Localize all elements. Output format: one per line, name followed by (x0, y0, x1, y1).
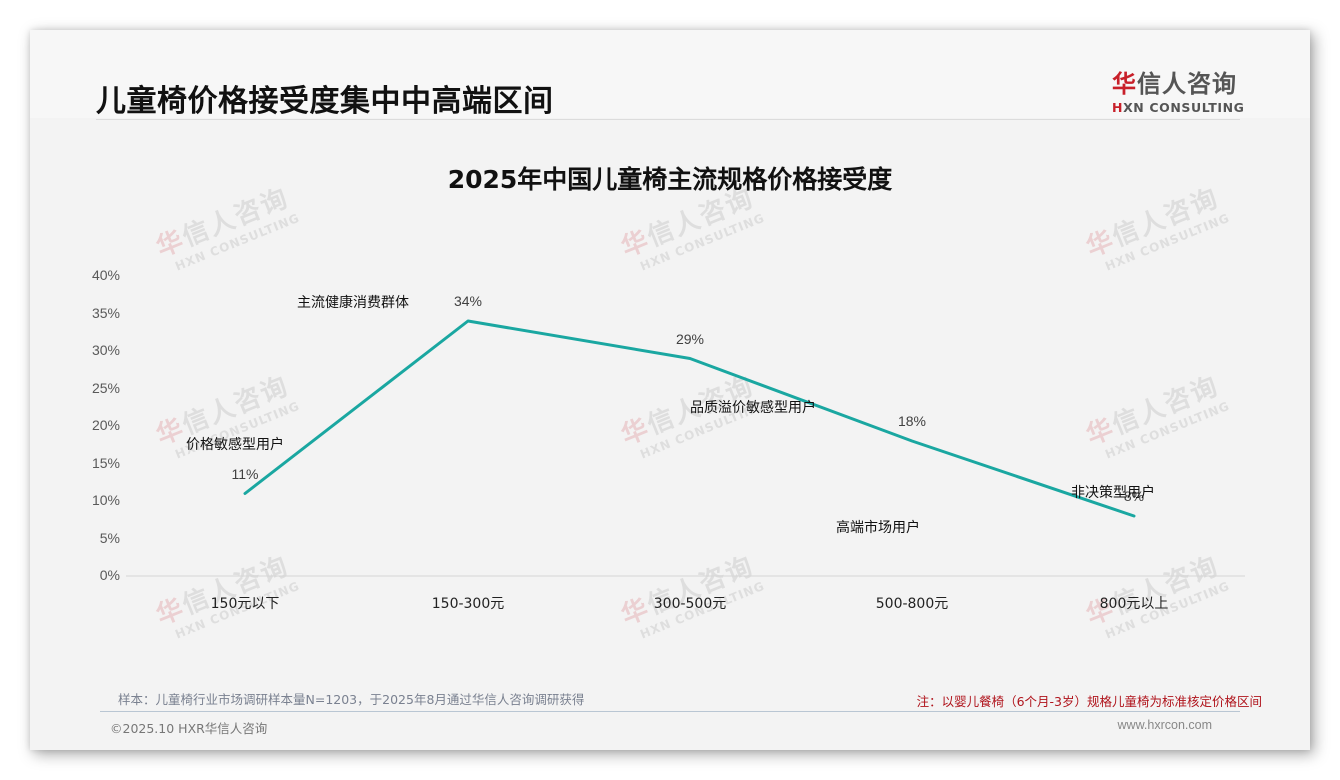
annotation-high-end: 高端市场用户 (836, 520, 920, 536)
x-tick-label: 500-800元 (875, 596, 949, 612)
logo-cn: 华信人咨询 (1112, 64, 1252, 99)
y-tick-label: 35% (91, 304, 120, 321)
data-label: 8% (1123, 488, 1145, 504)
line-plot (126, 319, 1245, 577)
methodology-note: 注：以婴儿餐椅（6个月-3岁）规格儿童椅为标准核定价格区间 (916, 694, 1262, 709)
y-tick-label: 15% (91, 454, 120, 471)
x-tick-label: 150元以下 (210, 596, 280, 612)
y-tick-label: 20% (91, 417, 120, 433)
logo-en-accent: H (1112, 100, 1124, 115)
y-tick-label: 25% (91, 379, 120, 396)
y-tick-label: 10% (91, 492, 120, 508)
x-tick-label: 300-500元 (653, 596, 727, 612)
logo-en: HXN CONSULTING (1112, 100, 1252, 115)
slide: 儿童椅价格接受度集中中高端区间 华信人咨询 HXN CONSULTING 华信人… (30, 30, 1310, 750)
annotation-mainstream: 主流健康消费群体 (297, 295, 409, 311)
brand-logo: 华信人咨询 HXN CONSULTING (1112, 64, 1252, 115)
x-tick-label: 150-300元 (431, 596, 505, 612)
y-tick-label: 40% (91, 267, 120, 283)
sample-note: 样本：儿童椅行业市场调研样本量N=1203，于2025年8月通过华信人咨询调研获… (118, 692, 585, 707)
page-title: 儿童椅价格接受度集中中高端区间 (96, 84, 554, 119)
title-divider (96, 119, 1240, 120)
data-label: 18% (897, 413, 927, 429)
website-link[interactable]: www.hxrcon.com (1117, 718, 1212, 732)
annotation-quality-premium: 品质溢价敏感型用户 (690, 400, 816, 416)
data-label: 29% (675, 330, 705, 347)
annotation-price-sensitive: 价格敏感型用户 (186, 437, 284, 453)
y-tick-label: 0% (99, 567, 120, 583)
y-tick-label: 5% (99, 529, 120, 546)
data-label: 34% (453, 293, 483, 309)
header-band (30, 30, 1310, 118)
logo-cn-accent: 华 (1112, 70, 1137, 98)
chart-title: 2025年中国儿童椅主流规格价格接受度 (447, 165, 893, 194)
logo-cn-rest: 信人咨询 (1137, 70, 1237, 98)
logo-en-rest: XN CONSULTING (1123, 100, 1245, 115)
footer-divider (100, 711, 1240, 712)
copyright: ©2025.10 HXR华信人咨询 (110, 721, 268, 736)
x-tick-label: 800元以上 (1099, 596, 1169, 612)
series-line (243, 319, 1136, 518)
annotation-non-decision: 非决策型用户 (1071, 485, 1155, 501)
y-tick-label: 30% (91, 342, 120, 358)
data-label: 11% (231, 465, 259, 482)
